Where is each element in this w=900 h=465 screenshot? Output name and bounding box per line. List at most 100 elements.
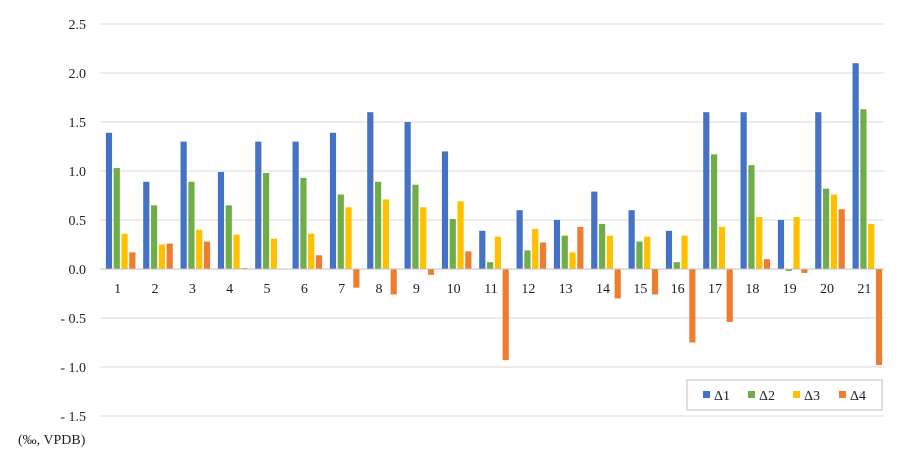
bar-2-19 — [785, 269, 792, 271]
bar-3-14 — [606, 235, 613, 269]
y-tick-label: 1.0 — [69, 165, 87, 180]
bar-1-2 — [143, 181, 150, 269]
bar-4-19 — [801, 269, 808, 273]
y-axis-ticks: 2.5 2.0 1.5 1.0 0.5 0.0 - 0.5 - 1.0 - 1.5 — [60, 18, 86, 425]
bar-3-9 — [420, 207, 427, 269]
bar-1-1 — [105, 132, 113, 269]
bar-4-10 — [465, 251, 472, 269]
bar-4-8 — [390, 269, 397, 295]
bar-4-11 — [502, 269, 509, 361]
bar-2-15 — [636, 241, 643, 269]
bar-2-3 — [188, 181, 195, 269]
bar-1-13 — [553, 220, 561, 269]
bar-2-10 — [449, 219, 456, 269]
bar-4-9 — [427, 269, 435, 275]
bar-1-11 — [479, 230, 486, 269]
legend-label: Δ2 — [759, 389, 775, 404]
bar-1-7 — [329, 132, 337, 269]
gridlines — [100, 23, 884, 417]
x-tick-label: 1 — [114, 282, 121, 297]
bar-3-17 — [718, 226, 725, 269]
x-tick-label: 7 — [338, 282, 345, 297]
legend: Δ1 Δ2 Δ3 Δ4 — [686, 379, 883, 411]
legend-label: Δ3 — [804, 389, 820, 404]
x-tick-label: 14 — [596, 282, 610, 297]
bar-4-21 — [875, 269, 883, 366]
bar-3-6 — [308, 233, 315, 269]
bar-4-18 — [763, 259, 771, 269]
bar-2-9 — [412, 184, 419, 269]
y-tick-label: - 1.5 — [60, 410, 86, 425]
bar-2-7 — [337, 194, 344, 269]
bar-3-7 — [345, 207, 352, 269]
x-tick-label: 6 — [301, 282, 308, 297]
legend-item-1: Δ1 — [703, 389, 730, 404]
x-tick-label: 12 — [521, 282, 535, 297]
bar-4-13 — [577, 226, 584, 269]
bar-2-8 — [375, 181, 382, 269]
bar-4-20 — [838, 209, 845, 269]
x-tick-label: 19 — [783, 282, 797, 297]
bar-2-12 — [524, 250, 531, 269]
bar-2-20 — [823, 188, 830, 269]
bar-4-17 — [726, 269, 733, 322]
y-tick-label: - 1.0 — [60, 361, 86, 376]
bar-4-2 — [166, 243, 173, 269]
legend-box — [686, 379, 883, 411]
bar-2-2 — [151, 205, 158, 269]
legend-swatch — [703, 391, 710, 398]
legend-label: Δ4 — [850, 389, 866, 404]
x-tick-label: 8 — [376, 282, 383, 297]
bar-1-8 — [367, 112, 374, 269]
bar-1-16 — [665, 230, 673, 269]
bar-2-4 — [225, 205, 232, 269]
x-tick-label: 18 — [745, 282, 759, 297]
y-tick-label: 0.5 — [69, 214, 87, 229]
bar-4-15 — [651, 269, 659, 295]
bar-3-10 — [457, 201, 464, 269]
x-tick-label: 15 — [633, 282, 647, 297]
bar-3-4 — [233, 234, 240, 269]
y-axis-unit-label: (‰, VPDB) — [18, 433, 86, 448]
bar-2-16 — [673, 262, 680, 269]
legend-swatch — [793, 391, 800, 398]
legend-item-2: Δ2 — [748, 389, 775, 404]
bar-3-5 — [270, 238, 277, 269]
bar-3-20 — [830, 194, 837, 269]
bar-3-16 — [681, 235, 688, 269]
bar-2-17 — [711, 154, 718, 269]
bar-1-6 — [292, 141, 299, 269]
x-axis-ticks: 1 2 3 4 5 6 7 8 9 10 11 12 13 14 15 16 17 18 19 20 21 — [114, 282, 871, 297]
bar-2-11 — [487, 262, 494, 269]
bar-1-18 — [740, 112, 747, 269]
x-tick-label: 11 — [484, 282, 497, 297]
bar-1-4 — [217, 171, 225, 269]
bar-1-20 — [815, 112, 822, 269]
bars — [105, 63, 883, 366]
y-tick-label: 1.5 — [69, 116, 87, 131]
bar-3-3 — [196, 229, 203, 269]
legend-swatch — [839, 391, 846, 398]
x-tick-label: 10 — [447, 282, 461, 297]
bar-3-15 — [644, 236, 651, 269]
x-tick-label: 5 — [264, 282, 271, 297]
bar-3-13 — [569, 252, 576, 269]
bar-1-15 — [628, 210, 635, 269]
bar-2-6 — [300, 177, 307, 269]
bar-2-18 — [748, 165, 755, 269]
bar-3-8 — [382, 199, 389, 269]
bar-1-21 — [852, 63, 859, 270]
bar-1-5 — [255, 141, 262, 269]
bar-4-14 — [614, 269, 621, 299]
x-tick-label: 2 — [152, 282, 159, 297]
x-tick-label: 21 — [857, 282, 871, 297]
y-tick-label: 0.0 — [69, 263, 87, 278]
bar-4-1 — [129, 252, 136, 269]
x-tick-label: 13 — [559, 282, 573, 297]
legend-label: Δ1 — [714, 389, 730, 404]
bar-3-1 — [121, 233, 128, 269]
legend-item-4: Δ4 — [839, 389, 866, 404]
bar-2-21 — [860, 109, 867, 269]
